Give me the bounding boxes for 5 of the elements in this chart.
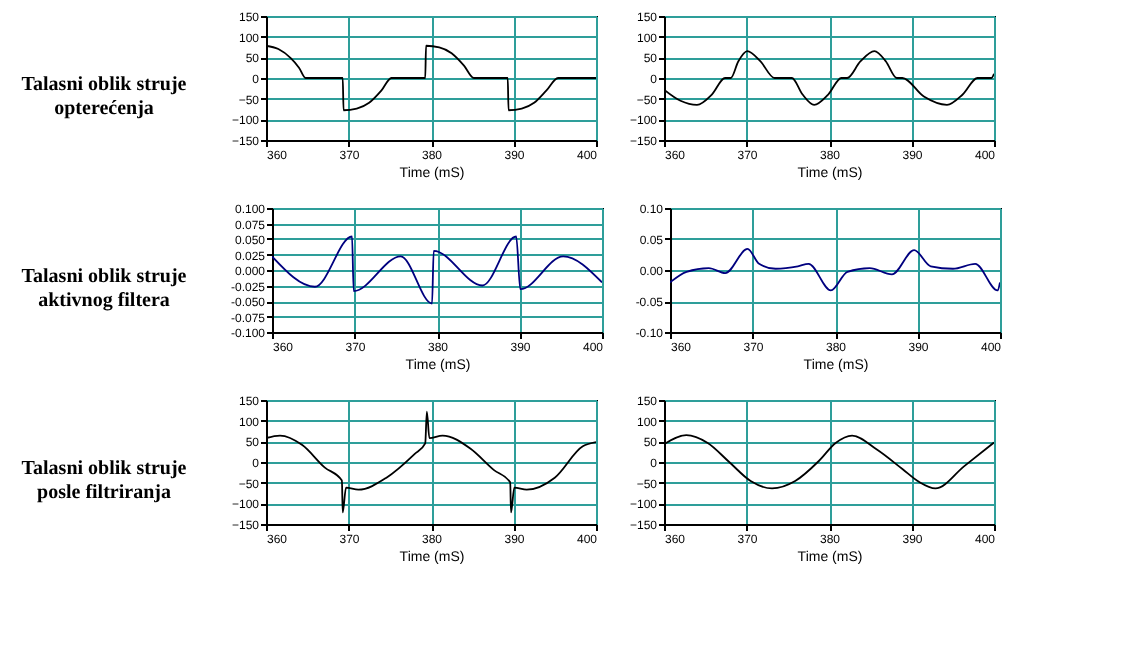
line-series bbox=[670, 248, 1000, 292]
text: Talasni oblik struje opterećenja bbox=[21, 74, 188, 120]
text: Talasni oblik struje posle filtriranja bbox=[21, 458, 188, 504]
text: Talasni oblik struje aktivnog filtera bbox=[21, 266, 188, 312]
line-series bbox=[272, 235, 602, 305]
